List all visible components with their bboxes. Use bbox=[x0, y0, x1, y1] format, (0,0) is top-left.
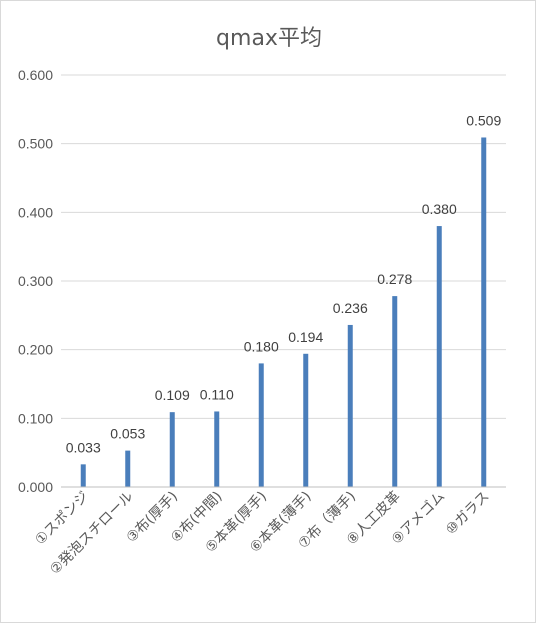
y-tick-label: 0.500 bbox=[18, 136, 53, 152]
data-label: 0.278 bbox=[377, 271, 412, 287]
data-label: 0.509 bbox=[466, 112, 501, 128]
y-tick-label: 0.400 bbox=[18, 204, 53, 220]
bar bbox=[258, 363, 264, 487]
data-label: 0.033 bbox=[66, 439, 101, 455]
bar bbox=[436, 226, 442, 488]
bar bbox=[303, 353, 309, 487]
category-label: ②発泡スチロール bbox=[47, 489, 136, 578]
y-tick-label: 0.600 bbox=[18, 67, 53, 83]
y-tick-layer: 0.000 0.100 0.200 0.300 0.400 0.500 0.600 bbox=[18, 67, 53, 495]
category-label: ⑩ガラス bbox=[443, 489, 493, 539]
chart-title: qmax平均 bbox=[216, 26, 322, 51]
y-tick-label: 0.200 bbox=[18, 342, 53, 358]
data-label: 0.180 bbox=[244, 338, 279, 354]
data-label: 0.380 bbox=[422, 201, 457, 217]
category-label-layer: ①スポンジ②発泡スチロール③布(厚手)④布(中間)⑤本革(厚手)⑥本革(薄手)⑦… bbox=[32, 488, 492, 578]
grid-layer bbox=[61, 74, 506, 419]
bar bbox=[392, 296, 398, 487]
data-label: 0.110 bbox=[200, 386, 234, 402]
y-tick-label: 0.300 bbox=[18, 273, 53, 289]
data-label: 0.053 bbox=[110, 426, 145, 442]
bar bbox=[125, 450, 131, 487]
bar bbox=[347, 324, 353, 487]
data-label: 0.109 bbox=[155, 387, 190, 403]
y-tick-label: 0.100 bbox=[18, 410, 53, 426]
bar bbox=[169, 412, 175, 487]
bar bbox=[214, 411, 220, 487]
y-tick-label: 0.000 bbox=[18, 479, 53, 495]
bar bbox=[481, 137, 487, 487]
data-label-layer: 0.033 0.053 0.109 0.110 0.180 0.194 0.236 0.278… bbox=[66, 112, 502, 455]
bar bbox=[80, 464, 86, 487]
data-label: 0.194 bbox=[288, 329, 323, 345]
data-label: 0.236 bbox=[333, 300, 368, 316]
bar-layer bbox=[80, 137, 487, 488]
